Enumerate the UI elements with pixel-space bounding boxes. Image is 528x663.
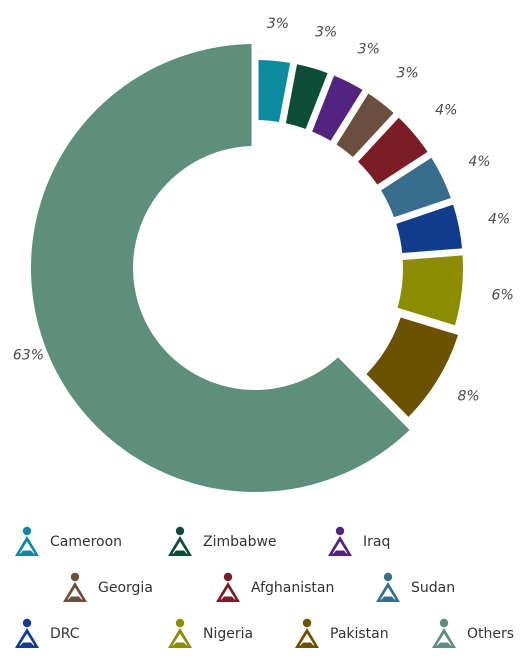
slice-georgia bbox=[336, 93, 394, 158]
person-triangle-icon bbox=[63, 572, 87, 602]
person-triangle-icon bbox=[376, 572, 400, 602]
legend-item-georgia: Georgia bbox=[62, 570, 153, 606]
legend-label-cameroon: Cameroon bbox=[50, 534, 123, 550]
legend-item-zimbabwe: Zimbabwe bbox=[167, 524, 277, 560]
legend-item-others: Others bbox=[431, 616, 514, 652]
legend-item-nigeria: Nigeria bbox=[167, 616, 253, 652]
slice-nigeria bbox=[397, 255, 463, 326]
data-label-georgia: 3% bbox=[397, 66, 419, 82]
data-label-zimbabwe: 3% bbox=[315, 25, 337, 41]
legend-item-pakistan: Pakistan bbox=[294, 616, 389, 652]
slice-drc bbox=[396, 204, 463, 254]
chart-legend: Cameroon Zimbabwe Iraq Georgia Afghanistan Su… bbox=[0, 526, 528, 663]
legend-label-afghanistan: Afghanistan bbox=[251, 580, 335, 596]
person-triangle-icon bbox=[15, 526, 39, 556]
legend-item-afghanistan: Afghanistan bbox=[215, 570, 334, 606]
data-label-cameroon: 3% bbox=[267, 16, 289, 32]
legend-item-iraq: Iraq bbox=[327, 524, 390, 560]
slice-iraq bbox=[312, 75, 363, 141]
legend-label-sudan: Sudan bbox=[411, 580, 456, 596]
legend-item-sudan: Sudan bbox=[375, 570, 455, 606]
slice-zimbabwe bbox=[285, 64, 328, 129]
data-label-afghanistan: 4% bbox=[435, 103, 457, 119]
data-label-drc: 4% bbox=[488, 212, 510, 228]
data-label-iraq: 3% bbox=[358, 41, 380, 57]
slice-sudan bbox=[381, 157, 451, 218]
slice-cameroon bbox=[258, 60, 291, 122]
person-triangle-icon bbox=[295, 618, 319, 648]
donut-chart: 3% 3% 3% 3% 4% 4% 4% 6% 8% 63% bbox=[13, 16, 514, 492]
slice-pakistan bbox=[366, 317, 459, 417]
person-triangle-icon bbox=[328, 526, 352, 556]
data-label-nigeria: 6% bbox=[492, 288, 514, 304]
legend-label-drc: DRC bbox=[50, 626, 80, 642]
slice-others bbox=[31, 44, 410, 492]
data-label-sudan: 4% bbox=[468, 154, 490, 170]
person-triangle-icon bbox=[168, 618, 192, 648]
legend-label-iraq: Iraq bbox=[363, 534, 391, 550]
data-label-others: 63% bbox=[13, 347, 44, 363]
legend-label-pakistan: Pakistan bbox=[330, 626, 389, 642]
legend-label-nigeria: Nigeria bbox=[203, 626, 254, 642]
legend-label-zimbabwe: Zimbabwe bbox=[203, 534, 277, 550]
data-label-pakistan: 8% bbox=[457, 388, 479, 404]
legend-label-georgia: Georgia bbox=[98, 580, 153, 596]
legend-item-drc: DRC bbox=[14, 616, 80, 652]
person-triangle-icon bbox=[15, 618, 39, 648]
person-triangle-icon bbox=[168, 526, 192, 556]
legend-item-cameroon: Cameroon bbox=[14, 524, 122, 560]
legend-label-others: Others bbox=[467, 626, 515, 642]
slice-afghanistan bbox=[358, 117, 428, 185]
person-triangle-icon bbox=[216, 572, 240, 602]
person-triangle-icon bbox=[432, 618, 456, 648]
